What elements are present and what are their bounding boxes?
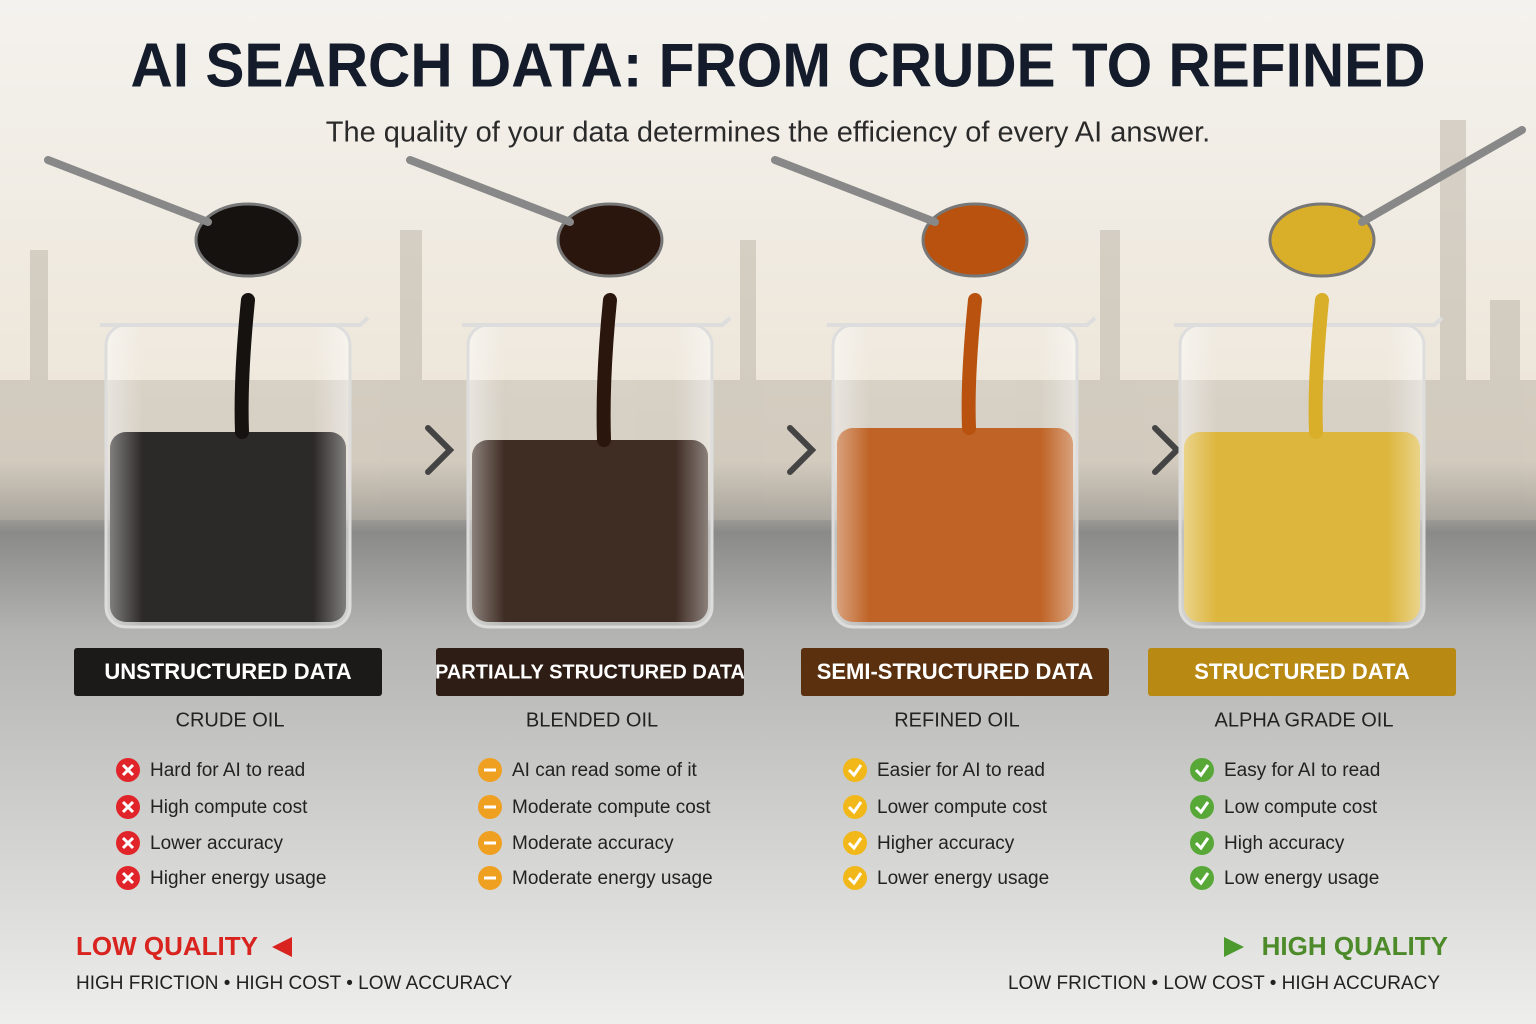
beaker-spout — [100, 316, 370, 327]
status-icon — [1190, 758, 1214, 782]
feature-text: Easy for AI to read — [1224, 760, 1380, 781]
status-icon — [843, 795, 867, 819]
column-label: UNSTRUCTURED DATA — [104, 659, 351, 684]
status-icon — [843, 831, 867, 855]
feature-text: Moderate compute cost — [512, 797, 711, 818]
icon-cross — [121, 836, 135, 850]
feature-text: Higher accuracy — [877, 833, 1015, 854]
feature-text: High compute cost — [150, 797, 308, 818]
feature-text: Lower accuracy — [150, 833, 284, 854]
title: AI SEARCH DATA: FROM CRUDE TO REFINED — [131, 31, 1426, 100]
icon-check — [1194, 764, 1210, 778]
feature-text: Easier for AI to read — [877, 760, 1045, 781]
spoon-bowl — [1268, 202, 1376, 278]
icon-cross — [121, 871, 135, 885]
column-grade: REFINED OIL — [894, 709, 1020, 731]
status-icon — [843, 758, 867, 782]
status-icon — [1190, 866, 1214, 890]
icon-check — [1194, 801, 1210, 815]
feature-text: AI can read some of it — [512, 760, 698, 781]
icon-check — [1194, 837, 1210, 851]
spoon-bowl — [921, 202, 1029, 278]
feature-text: Low energy usage — [1224, 868, 1379, 889]
feature-text: Moderate energy usage — [512, 868, 713, 889]
icon-cross — [121, 800, 135, 814]
high-quality-desc: LOW FRICTION • LOW COST • HIGH ACCURACY — [1008, 973, 1440, 994]
pour-stream — [961, 293, 982, 435]
column-label: PARTIALLY STRUCTURED DATA — [435, 661, 745, 683]
spoon-handle — [771, 156, 939, 226]
pour-stream — [1308, 293, 1329, 439]
beaker-spout — [827, 316, 1097, 327]
feature-text: Hard for AI to read — [150, 760, 305, 781]
subtitle: The quality of your data determines the … — [326, 117, 1210, 149]
feature-text: Low compute cost — [1224, 797, 1378, 818]
column-badge — [436, 648, 744, 696]
spoon-handle — [1358, 126, 1526, 226]
status-icon — [1190, 831, 1214, 855]
icon-check — [1194, 872, 1210, 886]
beaker — [831, 323, 1079, 629]
icon-cross — [121, 763, 135, 777]
status-icon — [843, 866, 867, 890]
chevron — [787, 425, 817, 475]
icon-check — [847, 837, 863, 851]
feature-text: Lower energy usage — [877, 868, 1049, 889]
beaker — [466, 323, 714, 629]
column-badge — [74, 648, 382, 696]
spoon-handle — [406, 156, 574, 226]
spoon-bowl — [194, 202, 302, 278]
column-grade: CRUDE OIL — [176, 709, 285, 731]
spoon-bowl — [556, 202, 664, 278]
pour-stream — [234, 293, 255, 439]
icon-check — [847, 801, 863, 815]
low-quality-desc: HIGH FRICTION • HIGH COST • LOW ACCURACY — [76, 973, 513, 994]
feature-text: Lower compute cost — [877, 797, 1048, 818]
icon-check — [847, 764, 863, 778]
column-grade: BLENDED OIL — [526, 709, 658, 731]
chevron — [1152, 425, 1182, 475]
status-icon — [1190, 795, 1214, 819]
low-quality-label: LOW QUALITY — [76, 931, 258, 961]
column-label: SEMI-STRUCTURED DATA — [817, 659, 1094, 684]
column-label: STRUCTURED DATA — [1194, 659, 1410, 684]
high-quality-label: HIGH QUALITY — [1262, 931, 1448, 961]
spoon-handle — [44, 156, 212, 226]
beaker — [104, 323, 352, 629]
feature-text: Higher energy usage — [150, 868, 326, 889]
arrow-head — [1224, 937, 1244, 957]
pour-stream — [596, 293, 617, 447]
feature-text: High accuracy — [1224, 833, 1345, 854]
column-badge — [801, 648, 1109, 696]
beaker-spout — [1174, 316, 1444, 327]
feature-text: Moderate accuracy — [512, 833, 674, 854]
arrow-head — [272, 937, 292, 957]
chevron — [425, 425, 455, 475]
icon-check — [847, 872, 863, 886]
beaker-spout — [462, 316, 732, 327]
column-badge — [1148, 648, 1456, 696]
column-grade: ALPHA GRADE OIL — [1215, 709, 1394, 731]
beaker — [1178, 323, 1426, 629]
